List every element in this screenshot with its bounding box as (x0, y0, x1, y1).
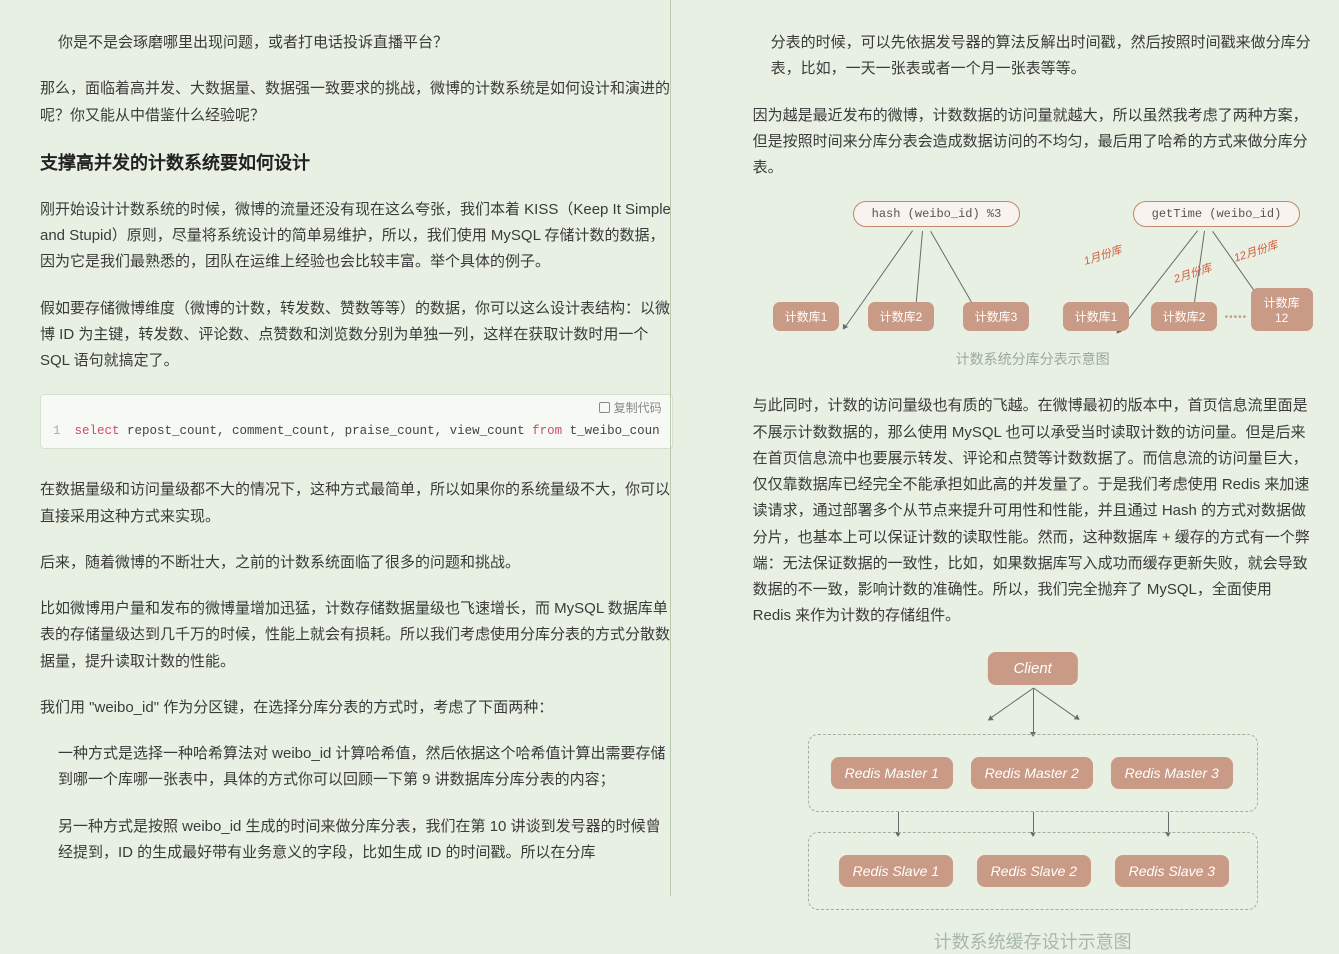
month-label-2: 2月份库 (1171, 260, 1213, 287)
db-dots: ••••• (1225, 312, 1248, 323)
sql-select: select (75, 424, 120, 438)
para-table: 假如要存储微博维度（微博的计数，转发数、赞数等等）的数据，你可以这么设计表结构：… (40, 296, 673, 375)
list-item-2: 另一种方式是按照 weibo_id 生成的时间来做分库分表，我们在第 10 讲谈… (40, 814, 673, 867)
code-header: 复制代码 (41, 395, 672, 420)
redis-slave-2: Redis Slave 2 (977, 855, 1091, 887)
para-kiss: 刚开始设计计数系统的时候，微博的流量还没有现在这么夸张，我们本着 KISS（Ke… (40, 197, 673, 276)
section-heading: 支撑高并发的计数系统要如何设计 (40, 149, 673, 175)
para-intro: 那么，面临着高并发、大数据量、数据强一致要求的挑战，微博的计数系统是如何设计和演… (40, 76, 673, 129)
diagram-redis: Client Redis Master 1 Redis Master 2 Red… (788, 652, 1278, 922)
db-time-1: 计数库1 (1063, 302, 1130, 331)
db-hash-3: 计数库3 (963, 302, 1030, 331)
para-redis: 与此同时，计数的访问量级也有质的飞越。在微博最初的版本中，首页信息流里面是不展示… (753, 393, 1313, 629)
sql-table: t_weibo_coun (562, 424, 660, 438)
db-time-2: 计数库2 (1151, 302, 1218, 331)
diagram1-caption: 计数系统分库分表示意图 (753, 349, 1313, 369)
db-hash-2: 计数库2 (868, 302, 935, 331)
month-label-1: 1月份库 (1081, 242, 1123, 269)
copy-label[interactable]: 复制代码 (614, 399, 662, 416)
column-divider (670, 0, 671, 896)
list-item-1: 一种方式是选择一种哈希算法对 weibo_id 计算哈希值，然后依据这个哈希值计… (40, 741, 673, 794)
redis-slave-1: Redis Slave 1 (839, 855, 953, 887)
slaves-box: Redis Slave 1 Redis Slave 2 Redis Slave … (808, 832, 1258, 910)
month-label-12: 12月份库 (1231, 237, 1279, 266)
line-number: 1 (53, 424, 61, 438)
copy-icon[interactable] (599, 402, 610, 413)
redis-master-2: Redis Master 2 (971, 757, 1093, 789)
left-column: 你是不是会琢磨哪里出现问题，或者打电话投诉直播平台？ 那么，面临着高并发、大数据… (0, 0, 713, 896)
redis-master-3: Redis Master 3 (1111, 757, 1233, 789)
masters-box: Redis Master 1 Redis Master 2 Redis Mast… (808, 734, 1258, 812)
para-small: 在数据量级和访问量级都不大的情况下，这种方式最简单，所以如果你的系统量级不大，你… (40, 477, 673, 530)
sql-from: from (532, 424, 562, 438)
para-question: 你是不是会琢磨哪里出现问题，或者打电话投诉直播平台？ (40, 30, 673, 56)
code-body: 1 select repost_count, comment_count, pra… (41, 420, 672, 448)
redis-slave-3: Redis Slave 3 (1115, 855, 1229, 887)
diagram2-caption: 计数系统缓存设计示意图 (753, 928, 1313, 954)
para-mysql: 比如微博用户量和发布的微博量增加迅猛，计数存储数据量级也飞速增长，而 MySQL… (40, 596, 673, 675)
para-weibo: 我们用 "weibo_id" 作为分区键，在选择分库分表的方式时，考虑了下面两种… (40, 695, 673, 721)
redis-master-1: Redis Master 1 (831, 757, 953, 789)
client-node: Client (987, 652, 1077, 685)
db-time-12: 计数库12 (1251, 288, 1313, 331)
time-node: getTime (weibo_id) (1133, 201, 1301, 227)
hash-node: hash (weibo_id) %3 (853, 201, 1021, 227)
sql-columns: repost_count, comment_count, praise_coun… (120, 424, 533, 438)
code-block: 复制代码 1 select repost_count, comment_count… (40, 394, 673, 449)
db-hash-1: 计数库1 (773, 302, 840, 331)
diagram-sharding: hash (weibo_id) %3 getTime (weibo_id) 计数… (753, 201, 1313, 341)
right-column: 分表的时候，可以先依据发号器的算法反解出时间戳，然后按照时间戳来做分库分表，比如… (713, 0, 1339, 896)
para-grow: 后来，随着微博的不断壮大，之前的计数系统面临了很多的问题和挑战。 (40, 550, 673, 576)
para-cont: 分表的时候，可以先依据发号器的算法反解出时间戳，然后按照时间戳来做分库分表，比如… (753, 30, 1313, 83)
para-hash: 因为越是最近发布的微博，计数数据的访问量就越大，所以虽然我考虑了两种方案，但是按… (753, 103, 1313, 182)
